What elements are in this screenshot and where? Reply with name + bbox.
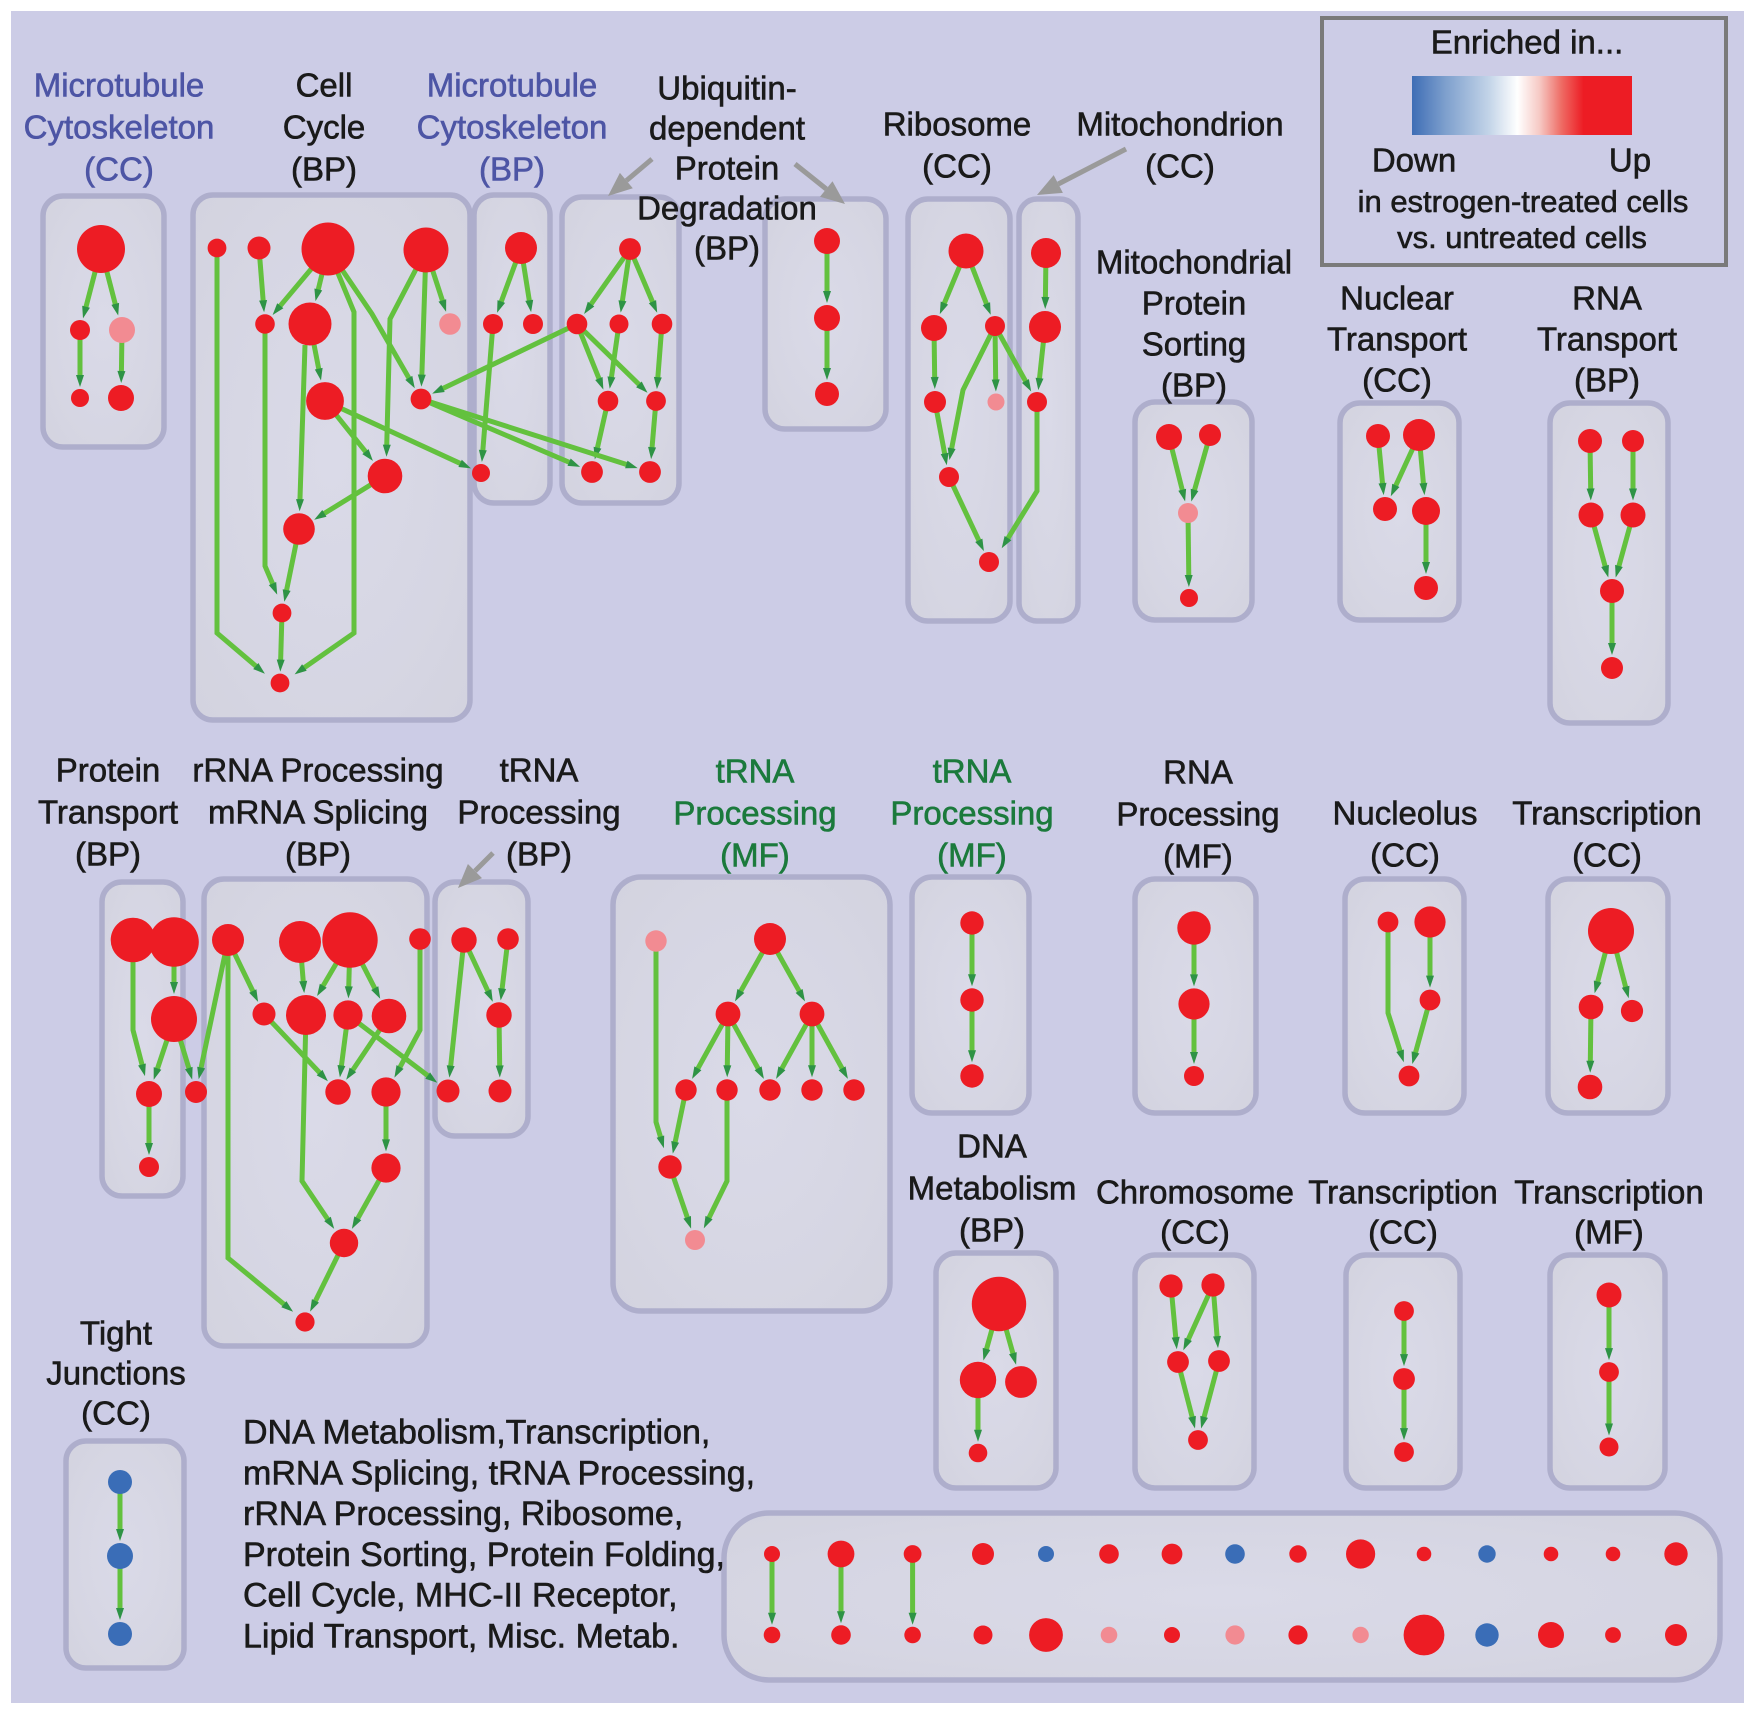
svg-text:(BP): (BP) bbox=[75, 836, 141, 873]
svg-text:RNA: RNA bbox=[1572, 280, 1642, 317]
svg-text:Cell Cycle, MHC-II Receptor,: Cell Cycle, MHC-II Receptor, bbox=[243, 1577, 678, 1615]
svg-text:Junctions: Junctions bbox=[46, 1355, 185, 1392]
svg-text:(CC): (CC) bbox=[922, 148, 992, 185]
svg-text:(CC): (CC) bbox=[81, 1395, 151, 1432]
svg-text:Processing: Processing bbox=[457, 794, 620, 831]
svg-text:Up: Up bbox=[1609, 142, 1651, 179]
svg-text:tRNA: tRNA bbox=[716, 753, 795, 790]
svg-text:tRNA: tRNA bbox=[500, 752, 579, 789]
svg-text:(BP): (BP) bbox=[506, 836, 572, 873]
svg-text:Microtubule: Microtubule bbox=[427, 67, 598, 104]
svg-text:vs. untreated cells: vs. untreated cells bbox=[1397, 220, 1647, 255]
svg-text:Transcription: Transcription bbox=[1308, 1174, 1498, 1211]
svg-text:(BP): (BP) bbox=[959, 1212, 1025, 1249]
svg-text:Protein: Protein bbox=[1142, 285, 1247, 322]
svg-text:(BP): (BP) bbox=[1161, 367, 1227, 404]
svg-text:(BP): (BP) bbox=[285, 836, 351, 873]
svg-text:(CC): (CC) bbox=[1368, 1214, 1438, 1251]
svg-text:Sorting: Sorting bbox=[1142, 326, 1247, 363]
svg-text:Mitochondrion: Mitochondrion bbox=[1076, 106, 1283, 143]
svg-text:Transcription: Transcription bbox=[1512, 795, 1702, 832]
svg-text:Processing: Processing bbox=[673, 795, 836, 832]
svg-text:Microtubule: Microtubule bbox=[34, 67, 205, 104]
svg-text:Ribosome: Ribosome bbox=[883, 106, 1032, 143]
svg-text:(BP): (BP) bbox=[291, 151, 357, 188]
svg-text:Cytoskeleton: Cytoskeleton bbox=[24, 109, 215, 146]
svg-text:mRNA Splicing, tRNA Processing: mRNA Splicing, tRNA Processing, bbox=[243, 1454, 755, 1492]
svg-text:Transport: Transport bbox=[1537, 321, 1677, 358]
svg-text:Transport: Transport bbox=[38, 794, 178, 831]
svg-text:Metabolism: Metabolism bbox=[908, 1170, 1077, 1207]
svg-text:Protein: Protein bbox=[56, 752, 161, 789]
svg-text:Cytoskeleton: Cytoskeleton bbox=[417, 109, 608, 146]
svg-text:(BP): (BP) bbox=[479, 151, 545, 188]
svg-text:Chromosome: Chromosome bbox=[1096, 1174, 1294, 1211]
svg-text:(MF): (MF) bbox=[720, 837, 790, 874]
svg-text:Nuclear: Nuclear bbox=[1340, 280, 1454, 317]
svg-text:tRNA: tRNA bbox=[933, 753, 1012, 790]
svg-text:Cell: Cell bbox=[296, 67, 353, 104]
svg-text:DNA: DNA bbox=[957, 1128, 1027, 1165]
svg-text:(BP): (BP) bbox=[694, 230, 760, 267]
svg-text:(CC): (CC) bbox=[1370, 837, 1440, 874]
svg-text:(CC): (CC) bbox=[1160, 1214, 1230, 1251]
svg-text:(MF): (MF) bbox=[1163, 838, 1233, 875]
svg-text:rRNA Processing: rRNA Processing bbox=[192, 752, 443, 789]
svg-text:Ubiquitin-: Ubiquitin- bbox=[657, 70, 796, 107]
svg-text:(MF): (MF) bbox=[1574, 1214, 1644, 1251]
svg-text:Protein Sorting, Protein Foldi: Protein Sorting, Protein Folding, bbox=[243, 1536, 725, 1574]
svg-text:(BP): (BP) bbox=[1574, 362, 1640, 399]
svg-text:dependent: dependent bbox=[649, 110, 805, 147]
svg-text:Cycle: Cycle bbox=[283, 109, 366, 146]
svg-text:Transport: Transport bbox=[1327, 321, 1467, 358]
svg-text:Enriched in...: Enriched in... bbox=[1431, 24, 1624, 61]
svg-text:RNA: RNA bbox=[1163, 754, 1233, 791]
svg-text:Processing: Processing bbox=[1116, 796, 1279, 833]
svg-text:in estrogen-treated cells: in estrogen-treated cells bbox=[1358, 184, 1689, 219]
svg-text:mRNA Splicing: mRNA Splicing bbox=[208, 794, 428, 831]
svg-text:(CC): (CC) bbox=[1572, 837, 1642, 874]
svg-text:Mitochondrial: Mitochondrial bbox=[1096, 244, 1292, 281]
svg-text:Protein: Protein bbox=[675, 150, 780, 187]
svg-text:Lipid Transport, Misc. Metab.: Lipid Transport, Misc. Metab. bbox=[243, 1617, 680, 1655]
svg-text:(CC): (CC) bbox=[1362, 362, 1432, 399]
svg-text:(MF): (MF) bbox=[937, 837, 1007, 874]
svg-text:DNA Metabolism,Transcription,: DNA Metabolism,Transcription, bbox=[243, 1413, 710, 1451]
svg-text:Processing: Processing bbox=[890, 795, 1053, 832]
svg-text:Down: Down bbox=[1372, 142, 1456, 179]
svg-text:(CC): (CC) bbox=[84, 151, 154, 188]
svg-text:rRNA Processing, Ribosome,: rRNA Processing, Ribosome, bbox=[243, 1495, 683, 1533]
svg-text:Degradation: Degradation bbox=[637, 190, 817, 227]
svg-text:Nucleolus: Nucleolus bbox=[1333, 795, 1478, 832]
svg-text:Tight: Tight bbox=[80, 1315, 152, 1352]
svg-text:Transcription: Transcription bbox=[1514, 1174, 1704, 1211]
svg-text:(CC): (CC) bbox=[1145, 148, 1215, 185]
